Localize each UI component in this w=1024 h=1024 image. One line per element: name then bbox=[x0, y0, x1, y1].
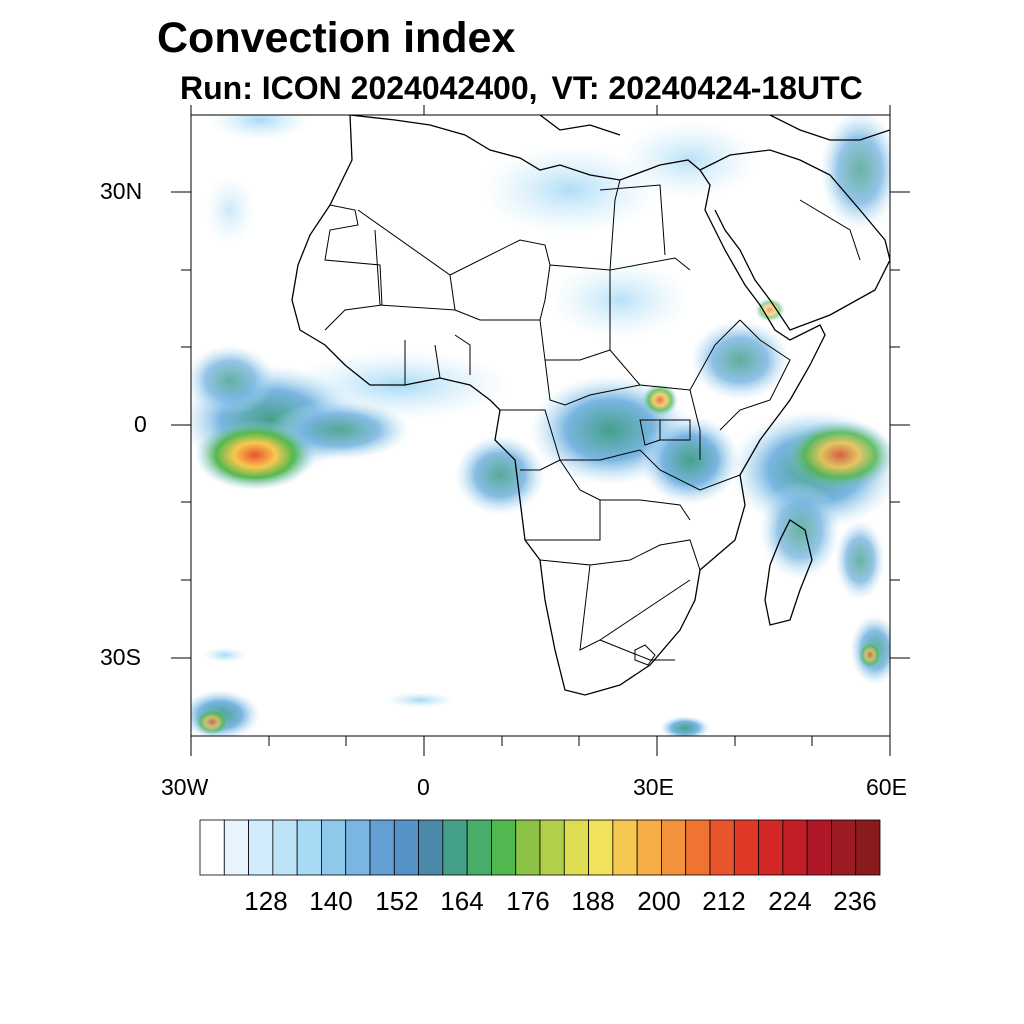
colorbar-label: 128 bbox=[244, 886, 288, 916]
colorbar-label: 224 bbox=[768, 886, 812, 916]
lon-label-30e: 30E bbox=[633, 774, 674, 800]
convection-field bbox=[191, 115, 890, 736]
map-title: Convection index bbox=[157, 14, 516, 62]
colorbar-label: 176 bbox=[506, 886, 550, 916]
colorbar-label: 140 bbox=[309, 886, 353, 916]
valid-time-label: VT: 20240424-18UTC bbox=[551, 70, 863, 106]
axis-ticks bbox=[171, 105, 910, 756]
colorbar-swatch bbox=[272, 819, 298, 876]
colorbar-swatch bbox=[685, 819, 711, 876]
colorbar-label: 152 bbox=[375, 886, 419, 916]
lon-label-0: 0 bbox=[417, 774, 430, 800]
colorbar-label: 212 bbox=[702, 886, 746, 916]
colorbar-label: 164 bbox=[440, 886, 484, 916]
colorbar-swatch bbox=[563, 819, 589, 876]
colorbar-swatch bbox=[491, 819, 517, 876]
colorbar-swatch bbox=[806, 819, 832, 876]
colorbar-swatch bbox=[636, 819, 662, 876]
colorbar bbox=[199, 819, 881, 876]
lat-label-0: 0 bbox=[134, 411, 147, 437]
colorbar-swatch bbox=[442, 819, 468, 876]
run-label: Run: ICON 2024042400, bbox=[180, 70, 538, 106]
colorbar-label: 200 bbox=[637, 886, 681, 916]
colorbar-swatch bbox=[393, 819, 419, 876]
lon-label-30w: 30W bbox=[161, 774, 209, 800]
colorbar-swatch bbox=[588, 819, 614, 876]
colorbar-swatch bbox=[466, 819, 492, 876]
colorbar-swatch bbox=[248, 819, 274, 876]
colorbar-swatch bbox=[199, 819, 225, 876]
map-subtitle: Run: ICON 2024042400, VT: 20240424-18UTC bbox=[180, 70, 863, 107]
colorbar-swatch bbox=[758, 819, 784, 876]
colorbar-swatch bbox=[709, 819, 735, 876]
lat-label-30s: 30S bbox=[100, 644, 141, 670]
colorbar-swatch bbox=[321, 819, 347, 876]
colorbar-swatch bbox=[223, 819, 249, 876]
colorbar-swatch bbox=[661, 819, 687, 876]
lon-label-60e: 60E bbox=[866, 774, 907, 800]
colorbar-label: 188 bbox=[571, 886, 615, 916]
colorbar-swatch bbox=[855, 819, 881, 876]
colorbar-swatch bbox=[831, 819, 857, 876]
colorbar-swatch bbox=[733, 819, 759, 876]
lat-label-30n: 30N bbox=[100, 178, 143, 204]
colorbar-swatch bbox=[782, 819, 808, 876]
country-borders bbox=[324, 179, 861, 666]
colorbar-swatch bbox=[418, 819, 444, 876]
colorbar-swatch bbox=[345, 819, 371, 876]
colorbar-swatch bbox=[515, 819, 541, 876]
colorbar-swatch bbox=[612, 819, 638, 876]
colorbar-swatch bbox=[369, 819, 395, 876]
colorbar-swatch bbox=[296, 819, 322, 876]
colorbar-swatch bbox=[539, 819, 565, 876]
colorbar-label: 236 bbox=[833, 886, 877, 916]
